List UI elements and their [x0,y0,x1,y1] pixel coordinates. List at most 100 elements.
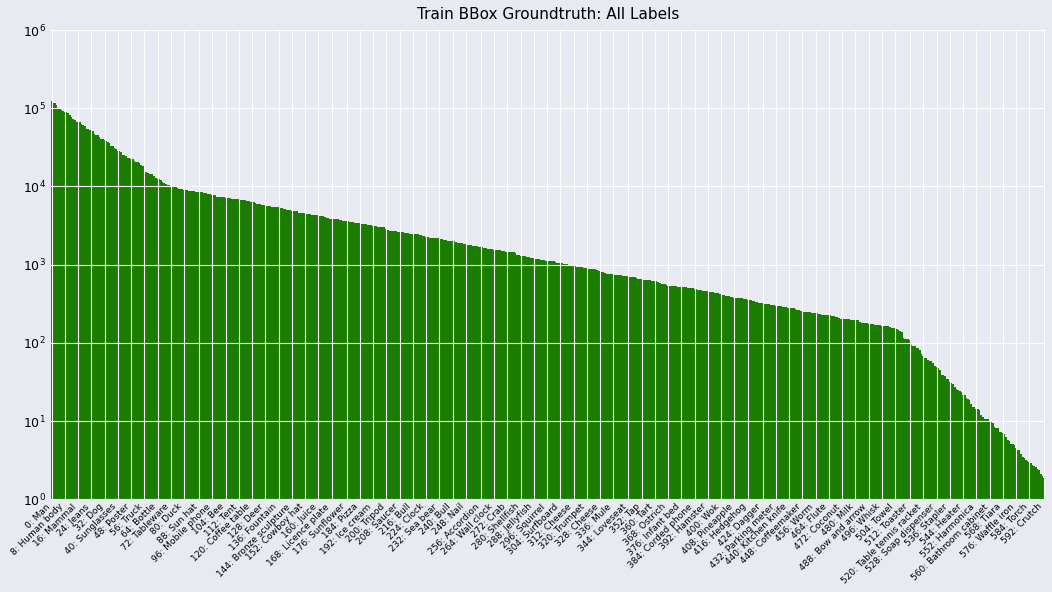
Bar [581,268,583,592]
Bar [892,327,894,592]
Bar [634,277,635,592]
Bar [869,324,871,592]
Bar [251,202,252,592]
Bar [238,200,240,592]
Bar [359,223,361,592]
Bar [989,422,990,592]
Bar [510,252,511,592]
Bar [833,316,834,592]
Bar [417,234,419,592]
Bar [917,349,919,592]
Bar [843,319,845,592]
Bar [904,339,906,592]
Bar [631,277,632,592]
Bar [856,320,857,592]
Bar [272,207,275,592]
Bar [1035,466,1037,592]
Bar [241,200,243,592]
Bar [303,213,304,592]
Bar [699,290,701,592]
Bar [327,218,329,592]
Bar [137,162,139,592]
Bar [747,300,748,592]
Bar [654,281,655,592]
Bar [237,200,238,592]
Bar [96,134,97,592]
Bar [663,284,664,592]
Bar [499,250,500,592]
Bar [324,217,326,592]
Bar [295,211,296,592]
Bar [603,272,604,592]
Bar [919,350,920,592]
Bar [639,279,641,592]
Bar [125,156,127,592]
Bar [947,379,949,592]
Bar [301,213,303,592]
Bar [652,281,654,592]
Bar [248,201,249,592]
Bar [373,226,376,592]
Bar [197,192,198,592]
Bar [432,238,433,592]
Bar [73,119,74,592]
Bar [1004,434,1006,592]
Bar [705,291,707,592]
Bar [793,308,795,592]
Bar [480,247,482,592]
Bar [753,301,755,592]
Bar [1021,457,1024,592]
Bar [218,197,220,592]
Bar [899,331,901,592]
Bar [445,240,447,592]
Bar [949,382,951,592]
Bar [788,308,790,592]
Bar [364,224,366,592]
Bar [845,319,846,592]
Bar [615,275,618,592]
Bar [578,267,580,592]
Bar [542,260,543,592]
Bar [350,222,352,592]
Bar [249,201,251,592]
Bar [756,302,758,592]
Bar [366,224,367,592]
Bar [182,189,183,592]
Bar [846,319,848,592]
Bar [154,176,155,592]
Bar [563,263,565,592]
Bar [848,319,850,592]
Bar [165,184,166,592]
Bar [451,241,453,592]
Bar [385,229,387,592]
Bar [661,284,663,592]
Bar [436,238,437,592]
Bar [897,330,899,592]
Bar [283,209,284,592]
Bar [650,281,652,592]
Bar [252,202,255,592]
Bar [934,366,935,592]
Bar [707,291,709,592]
Bar [975,409,977,592]
Bar [972,407,974,592]
Bar [730,297,732,592]
Bar [485,248,487,592]
Bar [724,295,725,592]
Bar [674,286,675,592]
Bar [482,247,483,592]
Bar [175,187,177,592]
Bar [967,400,969,592]
Bar [1044,478,1045,592]
Bar [263,205,264,592]
Bar [620,275,621,592]
Bar [97,135,99,592]
Bar [592,269,594,592]
Title: Train BBox Groundtruth: All Labels: Train BBox Groundtruth: All Labels [417,7,680,22]
Bar [687,288,689,592]
Bar [545,261,546,592]
Bar [136,162,137,592]
Bar [591,269,592,592]
Bar [808,312,810,592]
Bar [493,250,494,592]
